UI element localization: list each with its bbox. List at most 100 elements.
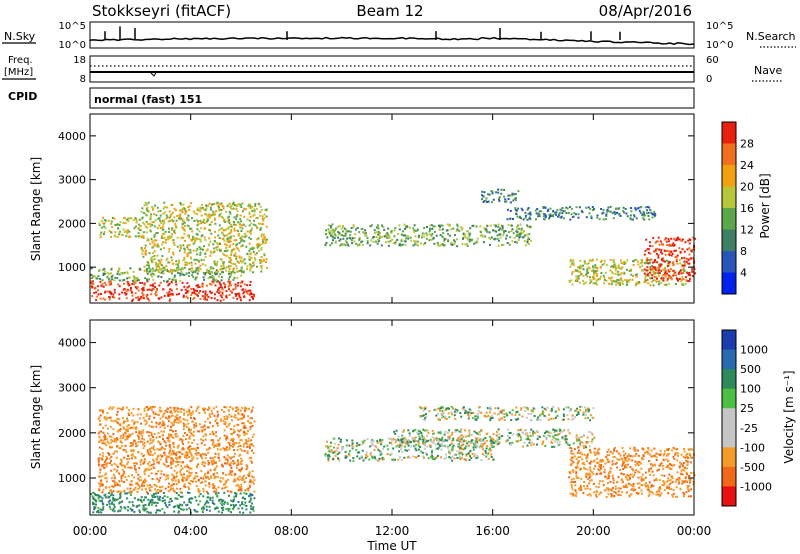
velocity-cell [162,438,164,440]
power-cell [214,219,216,221]
velocity-cell [457,444,459,446]
power-cell [182,259,184,261]
power-cell [241,236,243,238]
velocity-cell [188,429,190,431]
power-cell [185,289,187,291]
power-cell [250,230,252,232]
power-cell [250,281,252,283]
velocity-cell [110,420,112,422]
velocity-cell [132,420,134,422]
power-cell [686,248,688,250]
velocity-cell [469,432,471,434]
power-cell [179,250,181,252]
velocity-cell [228,473,230,475]
velocity-cell [247,430,249,432]
velocity-cell [146,431,148,433]
power-cell [266,258,268,260]
power-cell [239,257,241,259]
velocity-cell [223,411,225,413]
power-cell [156,266,158,268]
power-cell [183,220,185,222]
power-cell [214,250,216,252]
velocity-cell [119,408,121,410]
velocity-cell [175,430,177,432]
power-cell [344,228,346,230]
velocity-cell [157,470,159,472]
power-cell [244,258,246,260]
velocity-cell [223,416,225,418]
power-cell [253,224,255,226]
velocity-cell [177,407,179,409]
power-cell [508,198,510,200]
velocity-cell [190,414,192,416]
power-cell [676,239,678,241]
power-cell [198,223,200,225]
power-cell [223,240,225,242]
velocity-cell [238,463,240,465]
power-cell [246,253,248,255]
power-cell [92,280,94,282]
power-cell [172,294,174,296]
power-cell [342,230,344,232]
velocity-cell [459,451,461,453]
velocity-cell [414,429,416,431]
power-cell [226,234,228,236]
noise-left-label: N.Sky [4,30,36,43]
velocity-cell [114,463,116,465]
velocity-cell [176,498,178,500]
power-cell [175,284,177,286]
power-cell [573,212,575,214]
power-cell [180,247,182,249]
power-cell [201,215,203,217]
velocity-cell [239,470,241,472]
power-cell [151,206,153,208]
power-cell [413,231,415,233]
power-cell [672,275,674,277]
velocity-cell [173,477,175,479]
velocity-cell [180,491,182,493]
power-cell [226,241,228,243]
velocity-cell [206,491,208,493]
power-cell [667,250,669,252]
power-cell [161,235,163,237]
velocity-cell [188,507,190,509]
power-cell [612,212,614,214]
power-cell [198,238,200,240]
power-cell [249,259,251,261]
velocity-cell [235,407,237,409]
power-cell [569,266,571,268]
power-cell [184,240,186,242]
velocity-cell [379,439,381,441]
power-cell [208,277,210,279]
velocity-cell [173,460,175,462]
power-cell [186,296,188,298]
power-cell [653,250,655,252]
velocity-cell [180,408,182,410]
power-cell [451,242,453,244]
power-cell [529,218,531,220]
power-cell [190,252,192,254]
velocity-cell [176,475,178,477]
power-cell [227,205,229,207]
power-cell [248,256,250,258]
velocity-cell [230,474,232,476]
power-cell [486,197,488,199]
power-cell [669,254,671,256]
power-cell [661,243,663,245]
velocity-cell [137,452,139,454]
velocity-cell [143,505,145,507]
power-cell [102,298,104,300]
power-cell [203,279,205,281]
power-cell [381,236,383,238]
velocity-cell [106,463,108,465]
velocity-cell [240,410,242,412]
power-cell [239,242,241,244]
velocity-cell [197,443,199,445]
power-cell [264,239,266,241]
velocity-cell [351,440,353,442]
velocity-cell [188,486,190,488]
power-cell [680,239,682,241]
velocity-cell [254,421,256,423]
power-cell [618,207,620,209]
velocity-cell [167,408,169,410]
